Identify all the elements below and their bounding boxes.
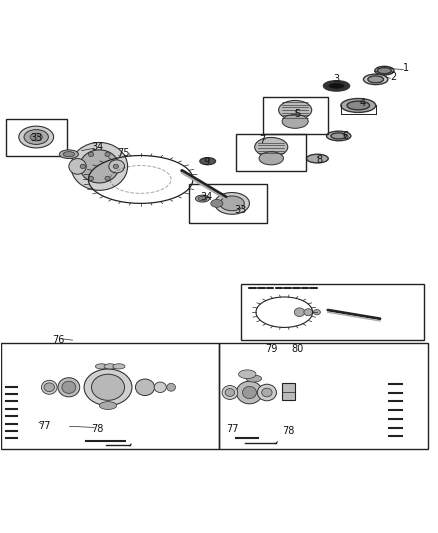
Text: 80: 80 xyxy=(291,344,304,354)
Ellipse shape xyxy=(246,375,261,382)
Text: 34: 34 xyxy=(200,192,212,202)
Ellipse shape xyxy=(220,196,244,211)
Ellipse shape xyxy=(200,158,215,165)
Ellipse shape xyxy=(195,195,209,202)
Ellipse shape xyxy=(304,309,313,316)
Ellipse shape xyxy=(314,310,321,315)
Text: 9: 9 xyxy=(203,157,209,167)
Ellipse shape xyxy=(19,126,53,148)
Text: 3: 3 xyxy=(333,75,339,84)
Ellipse shape xyxy=(282,115,308,128)
Ellipse shape xyxy=(104,364,116,369)
Ellipse shape xyxy=(341,99,376,112)
Ellipse shape xyxy=(44,383,54,392)
Ellipse shape xyxy=(378,68,391,74)
Ellipse shape xyxy=(167,383,176,391)
Bar xyxy=(262,97,328,134)
Text: 78: 78 xyxy=(283,426,295,436)
Ellipse shape xyxy=(105,176,110,181)
Bar xyxy=(6,118,67,156)
Ellipse shape xyxy=(135,379,155,395)
Text: 78: 78 xyxy=(91,424,103,434)
Ellipse shape xyxy=(24,130,48,144)
Text: 4: 4 xyxy=(360,98,366,108)
Ellipse shape xyxy=(58,378,80,397)
Ellipse shape xyxy=(279,100,312,119)
Bar xyxy=(282,383,295,400)
Text: 6: 6 xyxy=(342,131,348,141)
Ellipse shape xyxy=(198,197,207,201)
Ellipse shape xyxy=(113,364,125,369)
Ellipse shape xyxy=(42,381,57,394)
Ellipse shape xyxy=(30,133,42,141)
Bar xyxy=(241,284,424,341)
Text: 8: 8 xyxy=(316,155,322,165)
Ellipse shape xyxy=(323,80,350,91)
Ellipse shape xyxy=(84,369,132,406)
Text: 5: 5 xyxy=(294,109,300,119)
Ellipse shape xyxy=(215,192,250,214)
Ellipse shape xyxy=(62,381,76,393)
Ellipse shape xyxy=(326,131,351,141)
Ellipse shape xyxy=(92,374,124,400)
Ellipse shape xyxy=(80,150,119,183)
Ellipse shape xyxy=(239,370,256,378)
Ellipse shape xyxy=(80,164,85,168)
Ellipse shape xyxy=(331,133,346,139)
Ellipse shape xyxy=(243,386,256,399)
Ellipse shape xyxy=(95,364,108,369)
Text: 33: 33 xyxy=(30,133,42,143)
Ellipse shape xyxy=(368,76,384,83)
Ellipse shape xyxy=(347,101,370,110)
Ellipse shape xyxy=(225,389,235,397)
Text: 75: 75 xyxy=(117,148,130,158)
Ellipse shape xyxy=(259,152,283,165)
Ellipse shape xyxy=(254,138,288,157)
Ellipse shape xyxy=(261,388,272,397)
Ellipse shape xyxy=(154,382,166,392)
Ellipse shape xyxy=(257,384,276,401)
Ellipse shape xyxy=(63,151,74,157)
Ellipse shape xyxy=(364,74,388,85)
Ellipse shape xyxy=(222,385,238,399)
Ellipse shape xyxy=(105,152,110,157)
Ellipse shape xyxy=(88,152,94,157)
Text: 34: 34 xyxy=(91,142,103,152)
Ellipse shape xyxy=(71,142,127,190)
Ellipse shape xyxy=(328,83,345,90)
Ellipse shape xyxy=(113,164,118,168)
Text: 76: 76 xyxy=(52,335,64,345)
Text: 7: 7 xyxy=(259,135,266,146)
Ellipse shape xyxy=(59,150,78,158)
Bar xyxy=(219,343,428,449)
Text: 79: 79 xyxy=(265,344,277,354)
Ellipse shape xyxy=(211,199,223,207)
Text: 2: 2 xyxy=(390,72,396,82)
Ellipse shape xyxy=(88,176,94,181)
Text: 77: 77 xyxy=(39,421,51,431)
Text: 1: 1 xyxy=(403,63,409,74)
Ellipse shape xyxy=(109,160,124,173)
Ellipse shape xyxy=(307,154,328,163)
Ellipse shape xyxy=(69,158,86,174)
Ellipse shape xyxy=(375,66,394,75)
Text: 33: 33 xyxy=(235,205,247,215)
Ellipse shape xyxy=(294,308,305,317)
Ellipse shape xyxy=(99,402,117,409)
Ellipse shape xyxy=(237,381,262,404)
Bar xyxy=(237,134,306,171)
Bar xyxy=(1,343,219,449)
Text: 77: 77 xyxy=(226,424,238,434)
Bar xyxy=(188,184,267,223)
